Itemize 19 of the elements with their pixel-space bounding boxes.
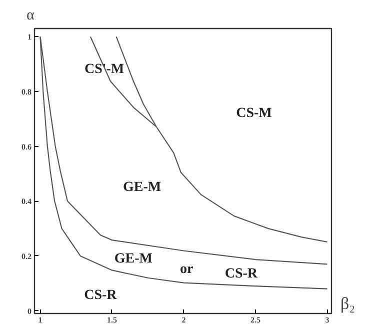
x-tick-label: 1.5 — [106, 316, 117, 324]
y-tick-label: 0.4 — [22, 197, 32, 206]
x-axis-title: β₂ — [340, 294, 356, 314]
x-tick-label: 1 — [38, 316, 42, 324]
x-tick-label: 3 — [325, 316, 330, 324]
annotation: CS-R — [84, 288, 118, 303]
y-axis-title: α — [26, 8, 34, 24]
y-tick-label: 0.2 — [22, 252, 32, 261]
y-tick-label: 1 — [28, 32, 32, 42]
annotation: GE-M — [114, 251, 152, 266]
annotation: CS-R — [224, 266, 258, 282]
annotation: GE-M — [122, 180, 162, 196]
y-tick-label: 0.6 — [22, 142, 32, 152]
y-tick-label: 0 — [28, 306, 32, 316]
x-tick-label: 2 — [182, 316, 186, 324]
y-tick-label: 0.8 — [22, 88, 32, 97]
annotation: or — [180, 262, 194, 278]
x-tick-label: 2.5 — [250, 316, 260, 324]
annotation: CS-M — [236, 106, 272, 121]
